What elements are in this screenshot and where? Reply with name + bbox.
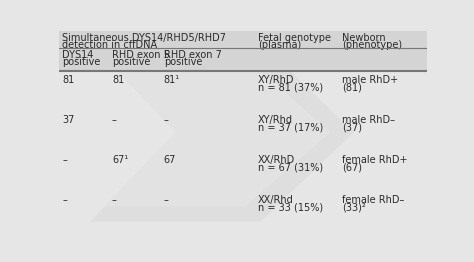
Text: DYS14: DYS14 [63,50,94,60]
Text: 81: 81 [63,75,74,85]
Text: (plasma): (plasma) [258,40,301,50]
Text: (81): (81) [342,82,362,92]
Text: RHD exon 7: RHD exon 7 [164,50,222,60]
Text: XX/RhD: XX/RhD [258,155,295,165]
Text: XX/Rhd: XX/Rhd [258,195,293,205]
Text: n = 67 (31%): n = 67 (31%) [258,162,323,172]
Text: female RhD–: female RhD– [342,195,404,205]
Text: –: – [63,155,67,165]
Text: 37: 37 [63,115,75,125]
Text: (37): (37) [342,122,362,132]
Text: male RhD+: male RhD+ [342,75,398,85]
Text: –: – [164,115,169,125]
Text: 67¹: 67¹ [112,155,128,165]
Text: XY/RhD: XY/RhD [258,75,294,85]
Text: (33)²: (33)² [342,202,366,212]
Text: n = 33 (15%): n = 33 (15%) [258,202,323,212]
Text: n = 81 (37%): n = 81 (37%) [258,82,323,92]
Text: n = 37 (17%): n = 37 (17%) [258,122,323,132]
Text: detection in cffDNA: detection in cffDNA [63,40,157,50]
Text: –: – [112,195,117,205]
Text: XY/Rhd: XY/Rhd [258,115,292,125]
Text: female RhD+: female RhD+ [342,155,408,165]
Text: 67: 67 [164,155,176,165]
Text: Simultaneous DYS14/RHD5/RHD7: Simultaneous DYS14/RHD5/RHD7 [63,33,227,43]
Text: positive: positive [164,57,202,67]
Text: positive: positive [112,57,150,67]
Text: 81¹: 81¹ [164,75,180,85]
Text: 81: 81 [112,75,124,85]
Text: positive: positive [63,57,100,67]
Text: Fetal genotype: Fetal genotype [258,33,331,43]
Text: Newborn: Newborn [342,33,386,43]
Text: –: – [112,115,117,125]
Text: (67): (67) [342,162,362,172]
Polygon shape [106,58,330,206]
Text: male RhD–: male RhD– [342,115,395,125]
Bar [59,31,427,72]
Text: –: – [63,195,67,205]
Polygon shape [90,42,354,222]
Text: RHD exon 5: RHD exon 5 [112,50,170,60]
Text: (phenotype): (phenotype) [342,40,402,50]
Text: –: – [164,195,169,205]
